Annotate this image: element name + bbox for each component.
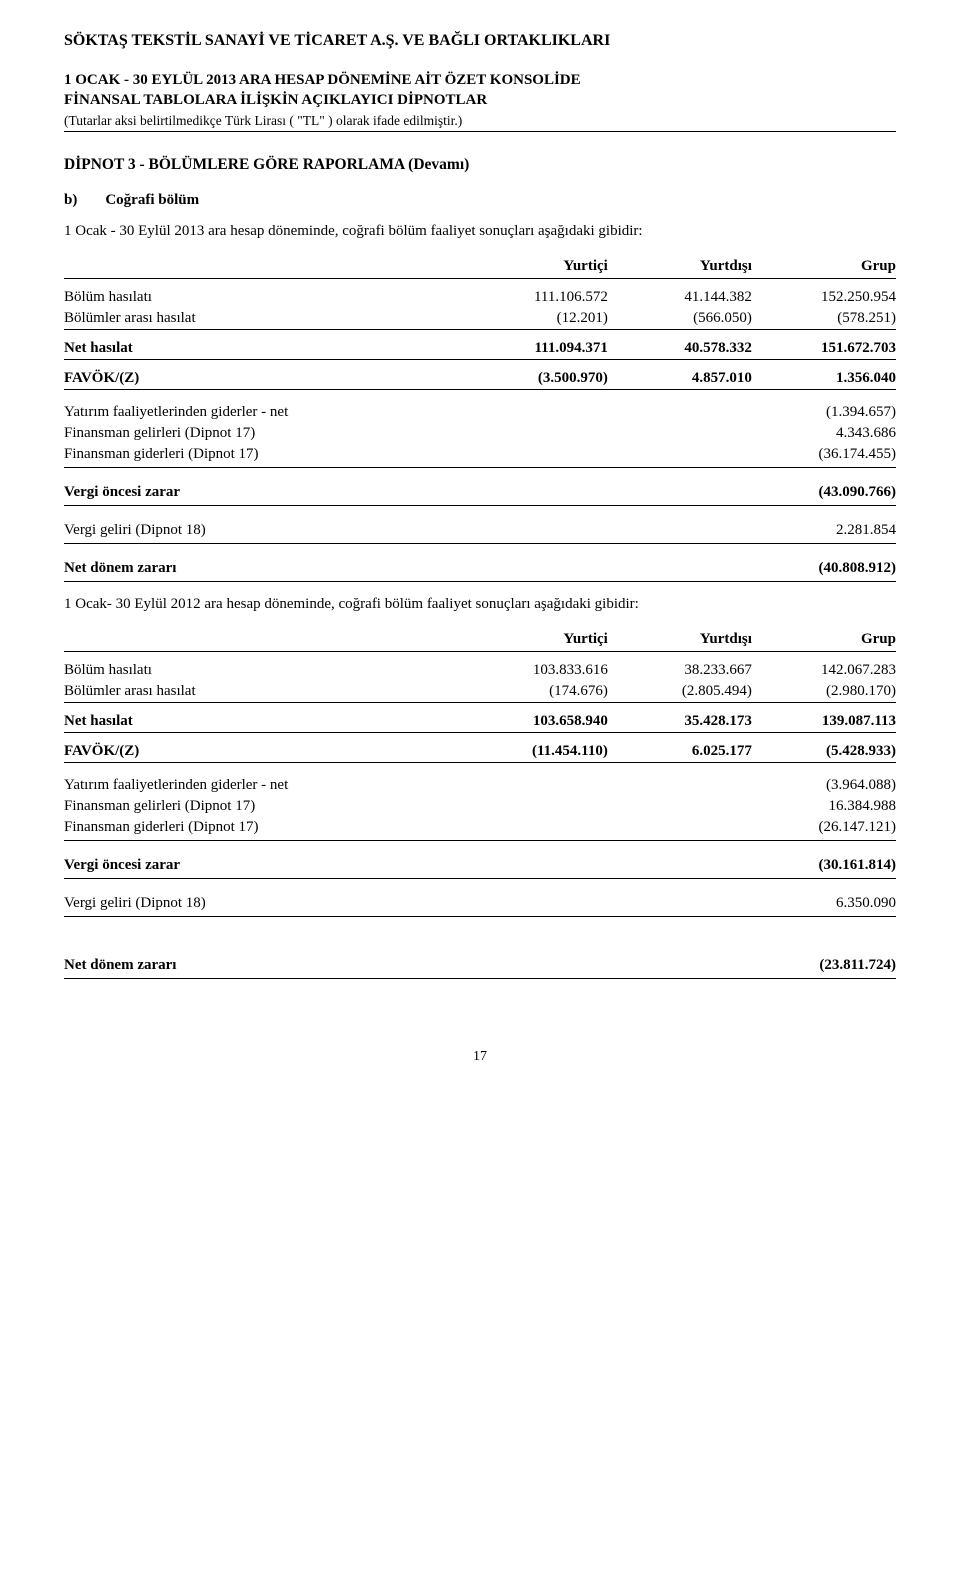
cell-value: 16.384.988 <box>829 798 897 815</box>
page-number: 17 <box>64 1049 896 1065</box>
row-label: Vergi geliri (Dipnot 18) <box>64 895 206 912</box>
cell-value: 38.233.667 <box>608 651 752 681</box>
row-vergi-geliri-2013: Vergi geliri (Dipnot 18) 2.281.854 <box>64 506 896 544</box>
cell-value: 4.343.686 <box>836 425 896 442</box>
cell-value: (2.805.494) <box>608 681 752 703</box>
subsection-letter: b) <box>64 192 77 209</box>
row-vergi-geliri-2012: Vergi geliri (Dipnot 18) 6.350.090 <box>64 879 896 917</box>
row-label: Finansman gelirleri (Dipnot 17) <box>64 425 255 442</box>
cell-value: 6.350.090 <box>836 895 896 912</box>
row-label: Bölümler arası hasılat <box>64 681 464 703</box>
row-label: Vergi öncesi zarar <box>64 857 180 874</box>
intro-2013: 1 Ocak - 30 Eylül 2013 ara hesap dönemin… <box>64 223 896 240</box>
cell-value: (5.428.933) <box>752 732 896 762</box>
cell-value: 35.428.173 <box>608 702 752 732</box>
col-grup: Grup <box>752 256 896 279</box>
row-fin-gider-2013: Finansman giderleri (Dipnot 17) (36.174.… <box>64 444 896 468</box>
currency-note: (Tutarlar aksi belirtilmedikçe Türk Lira… <box>64 113 896 129</box>
table-header-blank <box>64 629 464 652</box>
cell-value: 4.857.010 <box>608 359 752 389</box>
row-label: Bölüm hasılatı <box>64 278 464 308</box>
cell-value: (26.147.121) <box>819 819 897 836</box>
row-label: Net hasılat <box>64 329 464 359</box>
cell-value: (174.676) <box>464 681 608 703</box>
cell-value: (30.161.814) <box>819 857 897 874</box>
cell-value: 2.281.854 <box>836 522 896 539</box>
intro-2012: 1 Ocak- 30 Eylül 2012 ara hesap dönemind… <box>64 596 896 613</box>
row-label: Finansman giderleri (Dipnot 17) <box>64 819 259 836</box>
row-yatirim-2013: Yatırım faaliyetlerinden giderler - net … <box>64 402 896 423</box>
row-label: Vergi geliri (Dipnot 18) <box>64 522 206 539</box>
row-fin-gider-2012: Finansman giderleri (Dipnot 17) (26.147.… <box>64 817 896 841</box>
cell-value: (23.811.724) <box>819 957 896 974</box>
col-grup: Grup <box>752 629 896 652</box>
cell-value: (566.050) <box>608 308 752 330</box>
cell-value: (3.500.970) <box>464 359 608 389</box>
cell-value: 152.250.954 <box>752 278 896 308</box>
cell-value: 103.658.940 <box>464 702 608 732</box>
cell-value: 111.094.371 <box>464 329 608 359</box>
row-label: Bölüm hasılatı <box>64 651 464 681</box>
row-yatirim-2012: Yatırım faaliyetlerinden giderler - net … <box>64 775 896 796</box>
row-label: Finansman giderleri (Dipnot 17) <box>64 446 259 463</box>
cell-value: (1.394.657) <box>826 404 896 421</box>
cell-value: (43.090.766) <box>819 484 897 501</box>
cell-value: 103.833.616 <box>464 651 608 681</box>
col-yurtici: Yurtiçi <box>464 256 608 279</box>
report-title: 1 OCAK - 30 EYLÜL 2013 ARA HESAP DÖNEMİN… <box>64 70 896 111</box>
col-yurtici: Yurtiçi <box>464 629 608 652</box>
row-fin-gelir-2013: Finansman gelirleri (Dipnot 17) 4.343.68… <box>64 423 896 444</box>
row-label: FAVÖK/(Z) <box>64 732 464 762</box>
cell-value: 6.025.177 <box>608 732 752 762</box>
report-title-line2: FİNANSAL TABLOLARA İLİŞKİN AÇIKLAYICI Dİ… <box>64 92 487 108</box>
row-label: Finansman gelirleri (Dipnot 17) <box>64 798 255 815</box>
cell-value: (578.251) <box>752 308 896 330</box>
cell-value: (36.174.455) <box>819 446 897 463</box>
cell-value: 142.067.283 <box>752 651 896 681</box>
section-title: DİPNOT 3 - BÖLÜMLERE GÖRE RAPORLAMA (Dev… <box>64 156 896 174</box>
cell-value: 41.144.382 <box>608 278 752 308</box>
company-title: SÖKTAŞ TEKSTİL SANAYİ VE TİCARET A.Ş. VE… <box>64 32 896 50</box>
table-2013: Yurtiçi Yurtdışı Grup Bölüm hasılatı 111… <box>64 256 896 390</box>
row-label: Net dönem zararı <box>64 957 176 974</box>
cell-value: (3.964.088) <box>826 777 896 794</box>
cell-value: 1.356.040 <box>752 359 896 389</box>
table-2012: Yurtiçi Yurtdışı Grup Bölüm hasılatı 103… <box>64 629 896 763</box>
cell-value: (2.980.170) <box>752 681 896 703</box>
col-yurtdisi: Yurtdışı <box>608 256 752 279</box>
row-label: Vergi öncesi zarar <box>64 484 180 501</box>
row-label: FAVÖK/(Z) <box>64 359 464 389</box>
row-vergi-oncesi-2012: Vergi öncesi zarar (30.161.814) <box>64 841 896 879</box>
cell-value: 40.578.332 <box>608 329 752 359</box>
row-label: Net hasılat <box>64 702 464 732</box>
row-label: Bölümler arası hasılat <box>64 308 464 330</box>
report-title-line1: 1 OCAK - 30 EYLÜL 2013 ARA HESAP DÖNEMİN… <box>64 72 581 88</box>
cell-value: 151.672.703 <box>752 329 896 359</box>
cell-value: 111.106.572 <box>464 278 608 308</box>
cell-value: (12.201) <box>464 308 608 330</box>
row-label: Yatırım faaliyetlerinden giderler - net <box>64 777 288 794</box>
row-net-donem-2013: Net dönem zararı (40.808.912) <box>64 544 896 582</box>
cell-value: (40.808.912) <box>819 560 897 577</box>
row-label: Yatırım faaliyetlerinden giderler - net <box>64 404 288 421</box>
subsection-text: Coğrafi bölüm <box>105 192 199 209</box>
row-label: Net dönem zararı <box>64 560 176 577</box>
subsection-b: b) Coğrafi bölüm <box>64 192 896 209</box>
row-fin-gelir-2012: Finansman gelirleri (Dipnot 17) 16.384.9… <box>64 796 896 817</box>
col-yurtdisi: Yurtdışı <box>608 629 752 652</box>
cell-value: 139.087.113 <box>752 702 896 732</box>
row-net-donem-2012: Net dönem zararı (23.811.724) <box>64 917 896 979</box>
table-header-blank <box>64 256 464 279</box>
row-vergi-oncesi-2013: Vergi öncesi zarar (43.090.766) <box>64 468 896 506</box>
cell-value: (11.454.110) <box>464 732 608 762</box>
